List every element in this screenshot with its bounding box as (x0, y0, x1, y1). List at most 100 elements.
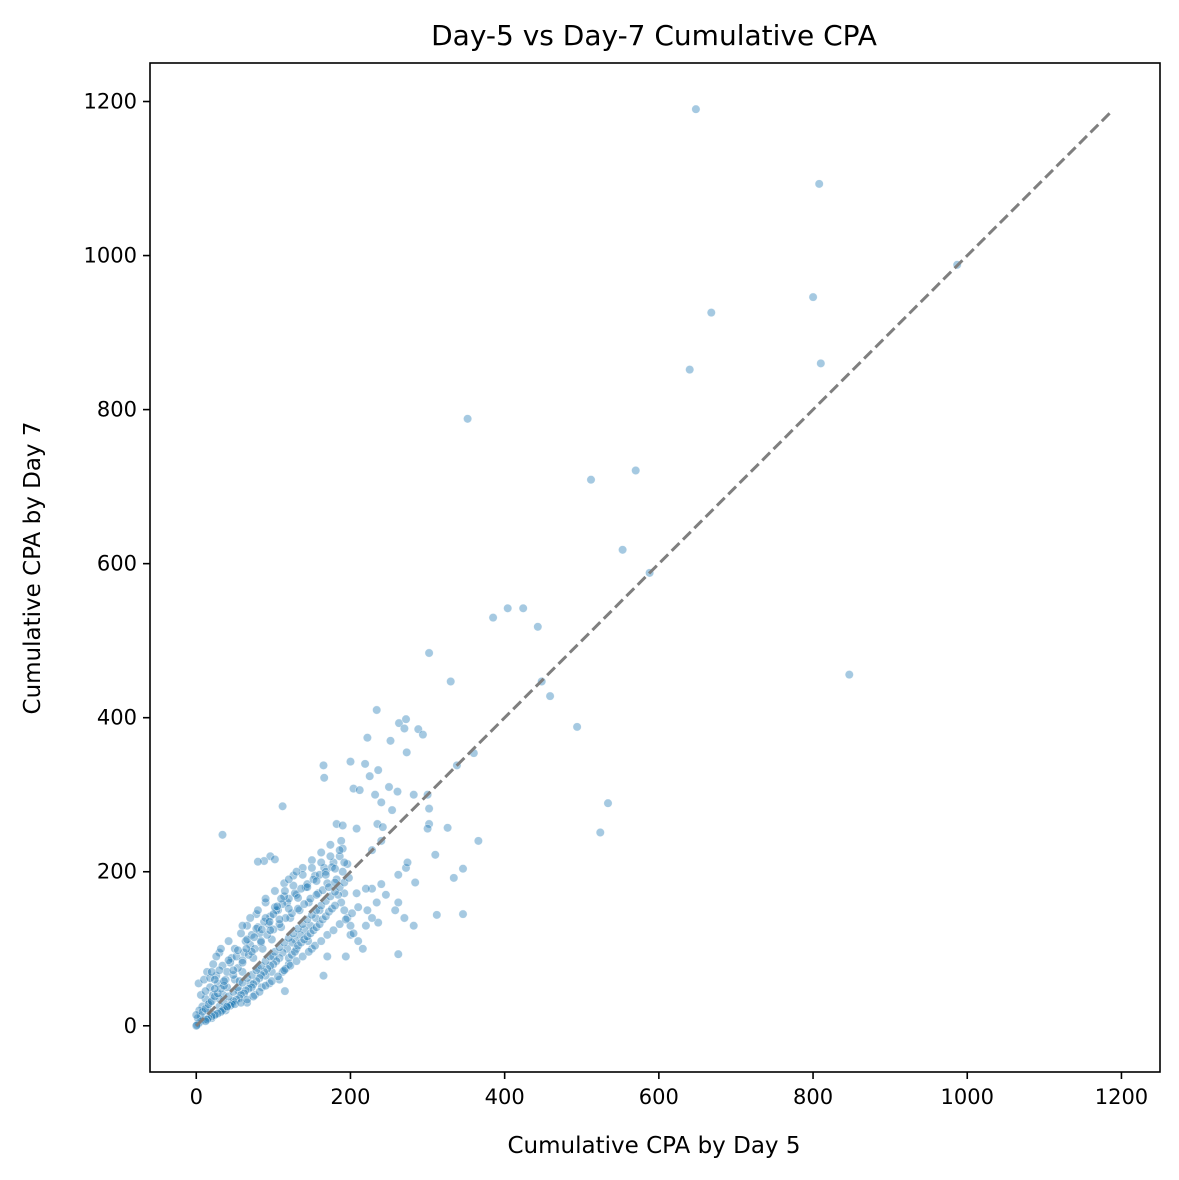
scatter-point (327, 862, 337, 872)
scatter-point (376, 797, 386, 807)
scatter-point (430, 850, 440, 860)
scatter-point (685, 365, 695, 375)
scatter-point (315, 905, 325, 915)
scatter-point (256, 936, 266, 946)
scatter-point (338, 820, 348, 830)
scatter-point (210, 975, 220, 985)
scatter-point (279, 965, 289, 975)
scatter-point (238, 955, 248, 965)
scatter-point (572, 722, 582, 732)
scatter-point (488, 613, 498, 623)
scatter-point (367, 913, 377, 923)
scatter-point (392, 787, 402, 797)
scatter-point (446, 676, 456, 686)
scatter-point (458, 909, 468, 919)
scatter-point (410, 877, 420, 887)
scatter-point (353, 936, 363, 946)
scatter-point (278, 899, 288, 909)
scatter-point (341, 951, 351, 961)
scatter-point (307, 855, 317, 865)
scatter-point (308, 874, 318, 884)
scatter-point (361, 921, 371, 931)
scatter-point (299, 899, 309, 909)
scatter-point (264, 917, 274, 927)
scatter-point (268, 909, 278, 919)
scatter-point (247, 947, 257, 957)
scatter-point (808, 292, 818, 302)
scatter-point (272, 901, 282, 911)
scatter-point (241, 936, 251, 946)
scatter-point (322, 930, 332, 940)
scatter-point (595, 827, 605, 837)
scatter-point (241, 985, 251, 995)
scatter-point (265, 851, 275, 861)
scatter-point (244, 984, 254, 994)
scatter-point (242, 921, 252, 931)
scatter-point (253, 857, 263, 867)
scatter-point (463, 414, 473, 424)
scatter-point (201, 986, 211, 996)
x-tick-label: 1200 (1095, 1085, 1148, 1109)
scatter-point (284, 904, 294, 914)
scatter-point (372, 705, 382, 715)
scatter-point (207, 967, 217, 977)
scatter-point (424, 648, 434, 658)
scatter-point (449, 873, 459, 883)
x-tick-label: 0 (190, 1085, 203, 1109)
scatter-point (302, 882, 312, 892)
scatter-point (345, 921, 355, 931)
scatter-point (316, 936, 326, 946)
scatter-point (267, 976, 277, 986)
scatter-point (352, 824, 362, 834)
scatter-point (348, 928, 358, 938)
scatter-point (339, 857, 349, 867)
scatter-point (319, 773, 329, 783)
scatter-point (318, 971, 328, 981)
x-tick-label: 600 (639, 1085, 679, 1109)
scatter-point (214, 965, 224, 975)
scatter-point (291, 956, 301, 966)
scatter-point (360, 759, 370, 769)
scatter-point (281, 964, 291, 974)
scatter-point (355, 785, 365, 795)
scatter-point (393, 949, 403, 959)
scatter-point (285, 961, 295, 971)
scatter-point (238, 921, 248, 931)
scatter-point (378, 822, 388, 832)
scatter-point (311, 876, 321, 886)
scatter-point (307, 863, 317, 873)
scatter-point (248, 991, 258, 1001)
scatter-point (274, 975, 284, 985)
scatter-point (458, 864, 468, 874)
y-tick-label: 1200 (84, 90, 137, 114)
scatter-point (262, 930, 272, 940)
scatter-point (402, 857, 412, 867)
scatter-point (278, 801, 288, 811)
scatter-point (315, 919, 325, 929)
scatter-point (316, 857, 326, 867)
scatter-point (691, 104, 701, 114)
scatter-point (362, 733, 372, 743)
scatter-point (367, 884, 377, 894)
scatter-point (293, 904, 303, 914)
scatter-point (216, 944, 226, 954)
scatter-point (394, 718, 404, 728)
scatter-point (278, 948, 288, 958)
scatter-point (227, 999, 237, 1009)
scatter-point (228, 965, 238, 975)
scatter-point (401, 863, 411, 873)
x-tick-label: 200 (330, 1085, 370, 1109)
scatter-point (321, 870, 331, 880)
scatter-point (393, 897, 403, 907)
scatter-point (342, 913, 352, 923)
scatter-point (261, 897, 271, 907)
scatter-point (362, 905, 372, 915)
plot-area (191, 104, 1111, 1031)
scatter-point (345, 757, 355, 767)
y-tick-label: 400 (97, 706, 137, 730)
scatter-point (270, 854, 280, 864)
x-tick-label: 400 (485, 1085, 525, 1109)
scatter-point (293, 893, 303, 903)
scatter-point (218, 830, 228, 840)
scatter-point (270, 886, 280, 896)
